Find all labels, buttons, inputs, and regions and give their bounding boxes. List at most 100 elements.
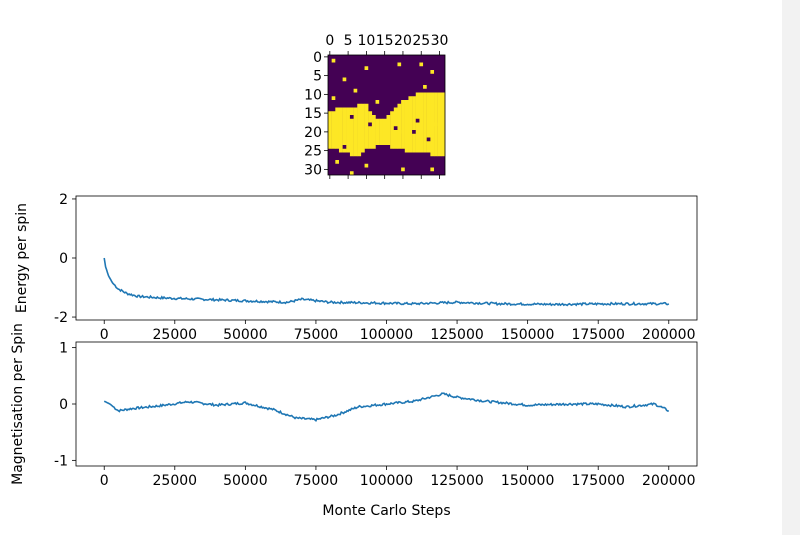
heatmap-y-tick-label: 15: [304, 106, 322, 122]
heatmap-y-tick-label: 20: [304, 125, 322, 141]
heatmap-domain-column: [353, 107, 358, 157]
heatmap-domain-column: [357, 103, 362, 157]
x-tick-label: 0: [100, 327, 109, 343]
x-tick-label: 100000: [360, 327, 413, 343]
heatmap-cell-up: [353, 88, 358, 93]
heatmap-y-tick-label: 0: [313, 50, 322, 66]
heatmap-domain-column: [419, 92, 424, 153]
y-tick-label: 0: [59, 251, 68, 267]
heatmap-domain-column: [397, 103, 402, 149]
heatmap-cell-down: [368, 122, 372, 127]
heatmap-cell-up: [360, 137, 365, 142]
figure-canvas: 0 5 10 15 20 25 30 0 5 10 15 20 25 30 0 25000 50000 7500…: [0, 0, 782, 535]
heatmap-domain-column: [382, 118, 387, 145]
heatmap-x-tick-label: 0: [325, 33, 334, 49]
x-tick-label: 200000: [642, 327, 695, 343]
y-tick-label: 2: [59, 192, 68, 208]
energy-line-chart: 0 25000 50000 75000 100000 125000 150000 175000…: [14, 192, 698, 343]
heatmap-domain-column: [437, 92, 442, 157]
heatmap-domain-column: [441, 92, 446, 157]
x-tick-label: 0: [100, 473, 109, 489]
heatmap-x-tick-label: 25: [412, 33, 430, 49]
heatmap-domain-column: [371, 115, 376, 149]
heatmap-x-tick-label: 15: [376, 33, 394, 49]
heatmap-cell-up: [401, 167, 405, 172]
heatmap-domain-column: [338, 107, 343, 153]
heatmap-domain-column: [360, 103, 365, 153]
heatmap-domain-column: [430, 92, 435, 157]
x-tick-label: 50000: [223, 473, 268, 489]
x-tick-label: 150000: [501, 327, 554, 343]
series-line: [103, 392, 669, 422]
heatmap-cell-up: [349, 171, 354, 175]
heatmap-y-tick-label: 5: [313, 69, 322, 85]
heatmap-domain-column: [404, 100, 409, 153]
x-tick-label: 75000: [294, 327, 339, 343]
heatmap-cell-up: [397, 62, 402, 67]
heatmap-domain-column: [375, 118, 380, 145]
heatmap-domain-column: [364, 103, 369, 149]
heatmap-cell-up: [335, 160, 339, 164]
heatmap-domain-column: [368, 111, 373, 149]
heatmap-x-tick-label: 30: [431, 33, 449, 49]
heatmap-cell-up: [364, 66, 369, 70]
heatmap-frame: [327, 54, 446, 176]
heatmap-cell-down: [342, 145, 347, 149]
heatmap-domain-column: [342, 107, 347, 153]
heatmap-domain-column: [335, 107, 340, 149]
heatmap-cell-down: [412, 130, 416, 134]
heatmap-cell-up: [375, 100, 380, 104]
magnetisation-line-chart: 0 25000 50000 75000 100000 125000 150000 175000…: [10, 323, 698, 519]
heatmap-cell-up: [430, 103, 435, 108]
x-tick-label: 125000: [430, 473, 483, 489]
heatmap-domain-column: [426, 92, 431, 153]
heatmap-cell-up: [434, 122, 438, 127]
heatmap-cell-down: [426, 137, 431, 142]
heatmap-domain-column: [408, 96, 413, 153]
x-tick-label: 200000: [642, 473, 695, 489]
heatmap-domain-column: [423, 92, 427, 153]
heatmap-domain-column: [328, 111, 332, 149]
x-tick-label: 125000: [430, 327, 483, 343]
plot-area: [76, 196, 697, 320]
heatmap-x-tick-label: 20: [394, 33, 412, 49]
heatmap-cell-up: [423, 85, 427, 89]
heatmap-domain-column: [401, 100, 405, 149]
y-axis-label: Energy per spin: [14, 203, 30, 313]
x-tick-label: 150000: [501, 473, 554, 489]
heatmap-domain-column: [386, 115, 391, 145]
x-tick-label: 100000: [360, 473, 413, 489]
heatmap-cell-down: [393, 126, 398, 130]
series-line: [103, 257, 670, 307]
heatmap-x-tick-label: 10: [357, 33, 375, 49]
heatmap-cell-down: [415, 118, 420, 123]
heatmap-cell-up: [338, 107, 343, 112]
heatmap-domain-column: [346, 107, 351, 153]
heatmap-domain-column: [412, 96, 416, 153]
heatmap-y-tick-label: 30: [304, 162, 322, 178]
heatmap-y-tick-label: 25: [304, 144, 322, 160]
y-tick-label: 1: [59, 341, 68, 357]
x-tick-label: 25000: [153, 473, 198, 489]
heatmap-cell-up: [430, 167, 435, 172]
heatmap-domain-column: [379, 118, 384, 145]
heatmap-cell-up: [430, 70, 435, 74]
heatmap-cell-up: [397, 130, 402, 134]
heatmap-x-tick-label: 5: [344, 33, 353, 49]
heatmap-y-tick-label: 10: [304, 87, 322, 103]
heatmap-domain-column: [331, 111, 336, 149]
heatmap-cell-up: [419, 62, 424, 67]
x-tick-label: 50000: [223, 327, 268, 343]
x-axis-label: Monte Carlo Steps: [322, 503, 450, 519]
heatmap-cell-up: [331, 58, 336, 63]
heatmap-domain-column: [349, 107, 354, 157]
x-tick-label: 75000: [294, 473, 339, 489]
y-axis-label: Magnetisation per Spin: [10, 323, 26, 485]
y-tick-label: -1: [54, 453, 68, 469]
heatmap-cell-up: [331, 96, 336, 100]
heatmap-cell-up: [364, 163, 369, 168]
heatmap-domain-column: [390, 111, 395, 149]
x-tick-label: 25000: [153, 327, 198, 343]
